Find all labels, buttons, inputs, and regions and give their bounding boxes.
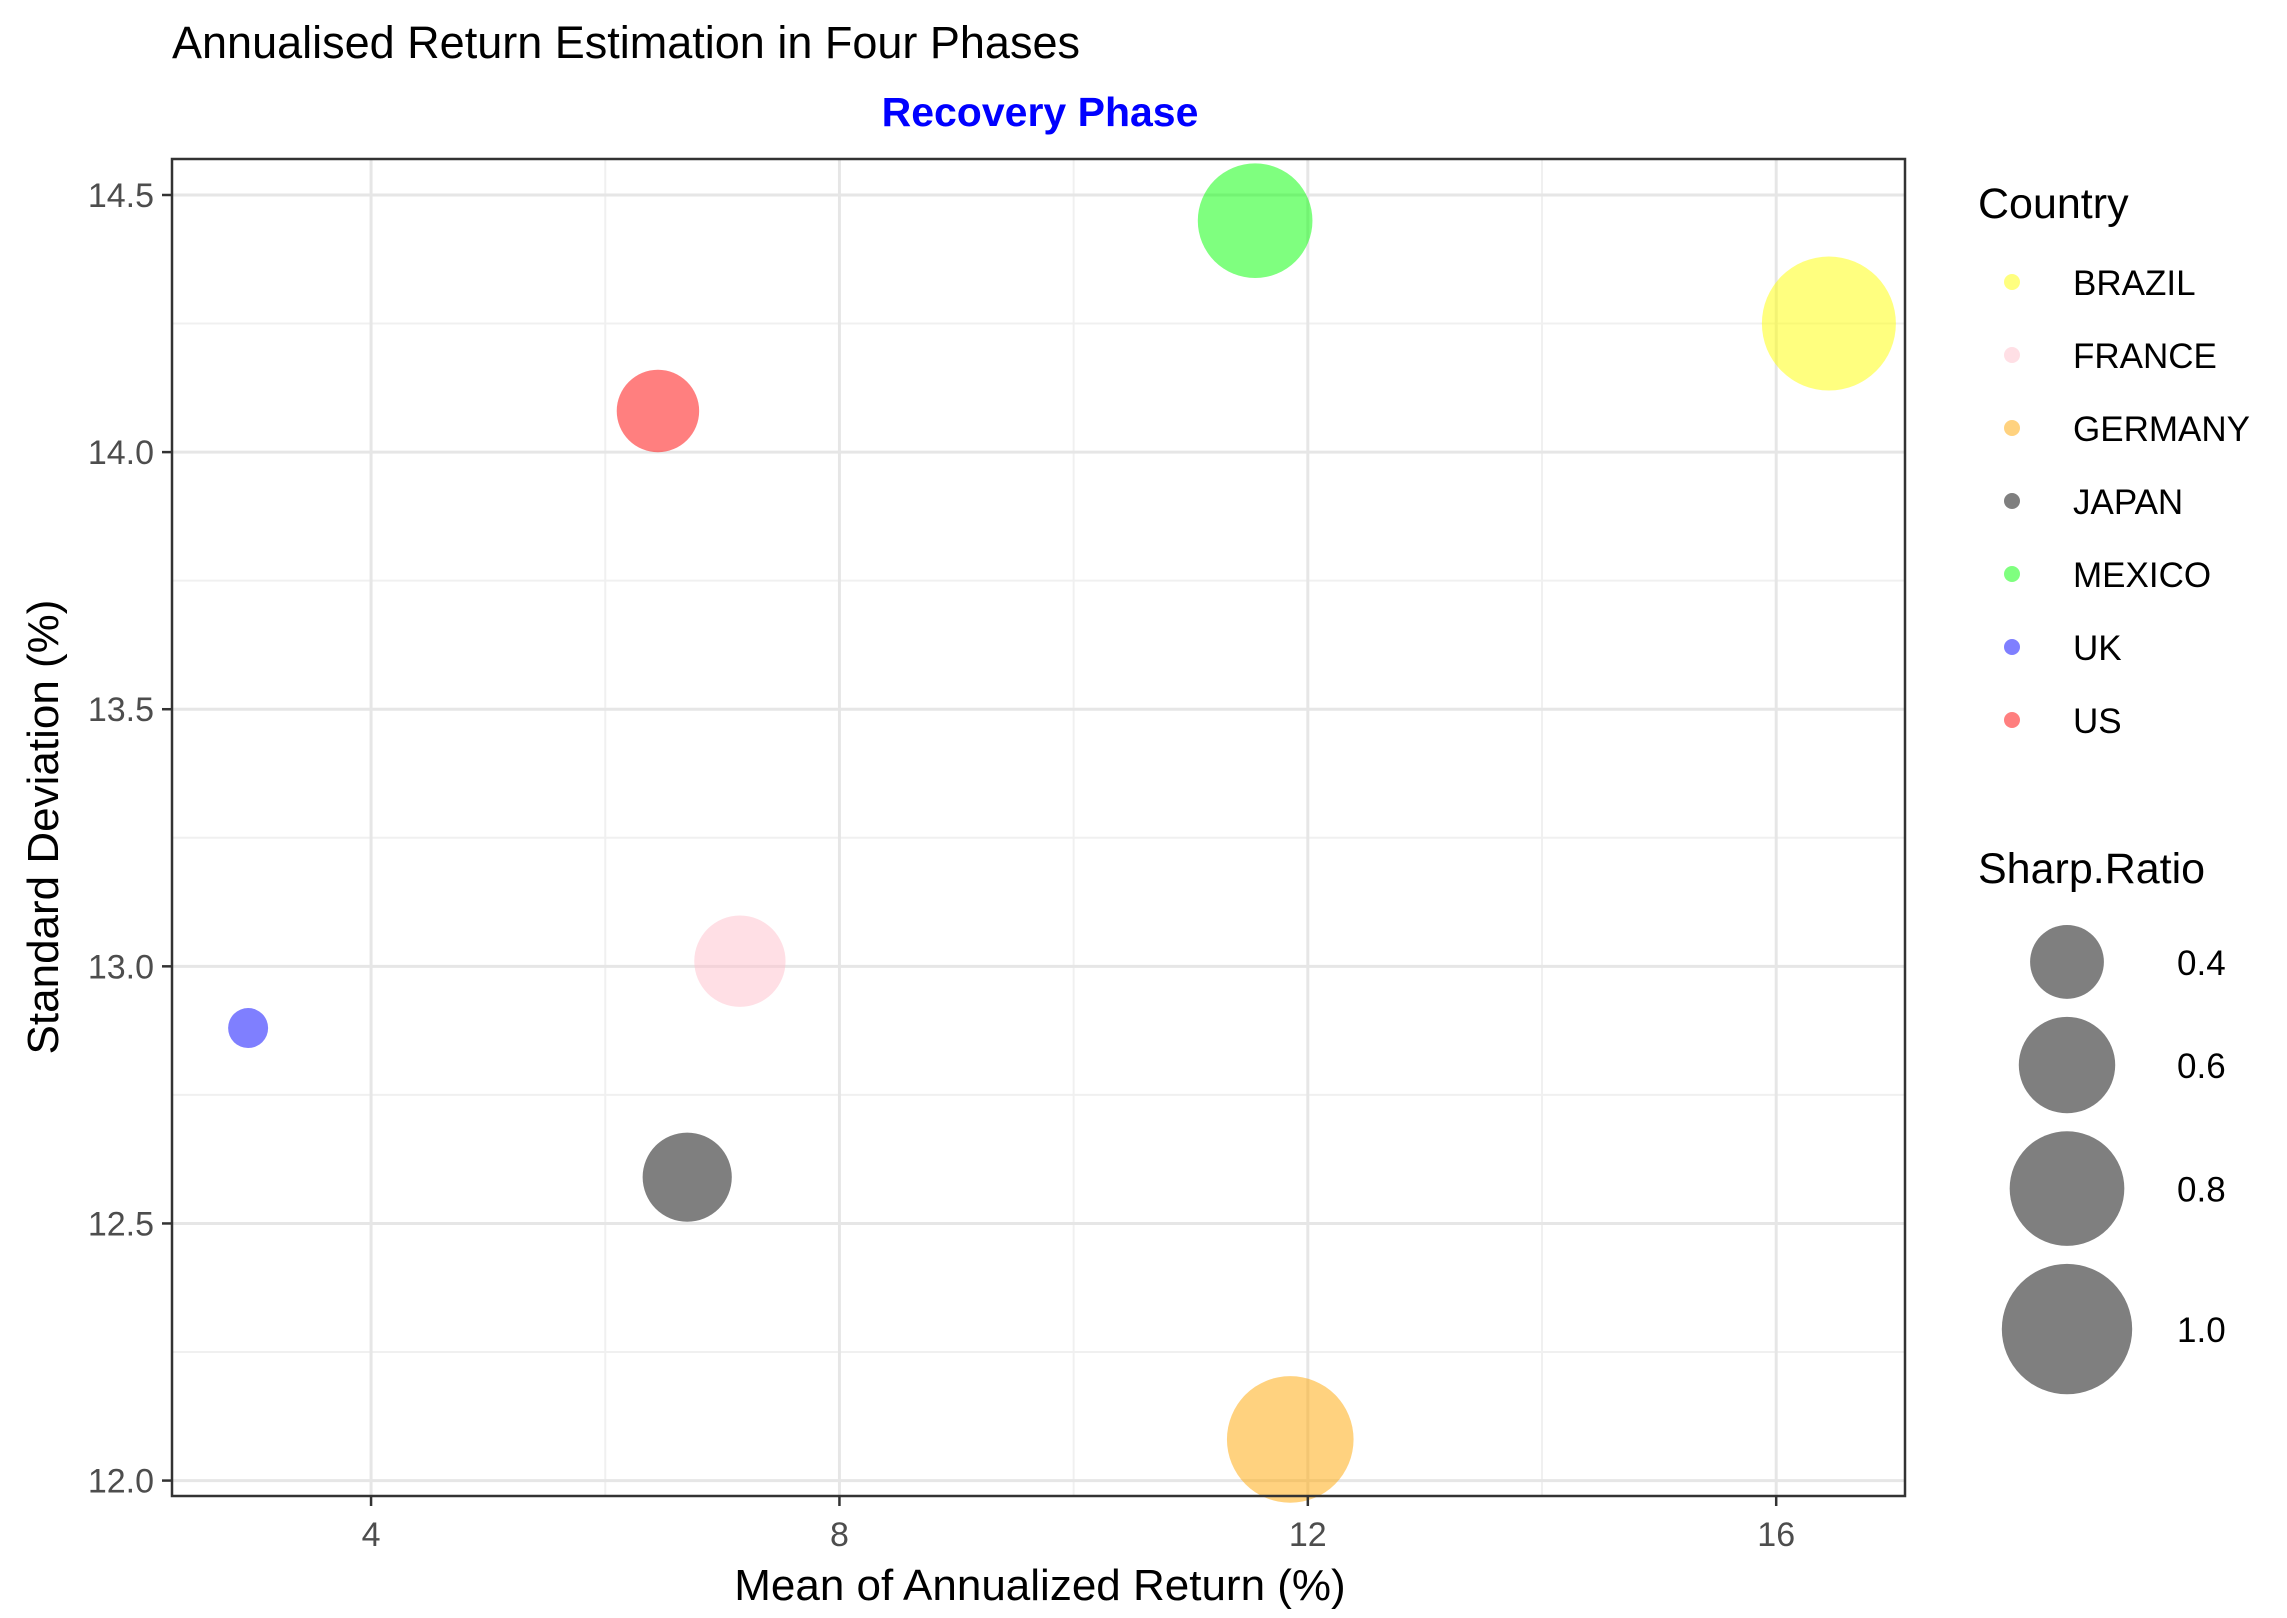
plot-panel: 4 8 12 16 12.0 12.5 13.0 13.5 14.0 14.5: [88, 157, 1907, 1554]
y-tick-label: 14.0: [88, 434, 154, 472]
legend-label-brazil: BRAZIL: [2073, 264, 2196, 303]
x-axis-title: Mean of Annualized Return (%): [734, 1561, 1345, 1610]
data-point-mexico: [1197, 163, 1313, 279]
size-legend-key: [2001, 1263, 2133, 1395]
legend: Country BRAZIL FRANCE GERMANY JAPAN MEXICO UK…: [1978, 180, 2250, 1395]
size-legend-label: 0.4: [2177, 944, 2226, 983]
y-tick-label: 13.0: [88, 948, 154, 986]
legend-label-germany: GERMANY: [2073, 410, 2250, 449]
size-legend-label: 0.6: [2177, 1047, 2226, 1086]
legend-key-us: [2004, 712, 2020, 728]
size-legend-key: [2009, 1131, 2125, 1246]
size-legend-key: [2018, 1016, 2116, 1114]
legend-label-japan: JAPAN: [2073, 483, 2183, 522]
legend-label-us: US: [2073, 702, 2122, 741]
size-legend-label: 1.0: [2177, 1311, 2226, 1350]
legend-key-uk: [2004, 639, 2020, 655]
y-axis-title: Standard Deviation (%): [19, 600, 68, 1055]
y-tick-label: 14.5: [88, 177, 154, 215]
data-point-japan: [642, 1132, 732, 1222]
y-tick-label: 13.5: [88, 691, 154, 729]
legend-label-france: FRANCE: [2073, 337, 2217, 376]
y-tick-label: 12.0: [88, 1463, 154, 1501]
legend-key-germany: [2004, 420, 2020, 436]
legend-key-brazil: [2004, 274, 2020, 290]
legend-label-uk: UK: [2073, 629, 2122, 668]
panel-border: [170, 157, 1907, 1498]
legend-key-japan: [2004, 493, 2020, 509]
x-tick-label: 8: [830, 1516, 849, 1554]
x-tick-label: 12: [1289, 1516, 1327, 1554]
legend-title-sharpe-ratio: Sharp.Ratio: [1978, 845, 2205, 893]
size-legend-label: 0.8: [2177, 1171, 2226, 1210]
data-point-us: [616, 369, 700, 453]
size-legend-key: [2030, 925, 2104, 999]
y-tick-label: 12.5: [88, 1205, 154, 1243]
panel-background: [172, 159, 1905, 1496]
chart-title: Annualised Return Estimation in Four Pha…: [172, 17, 1080, 68]
legend-label-mexico: MEXICO: [2073, 556, 2211, 595]
x-tick-label: 16: [1757, 1516, 1795, 1554]
legend-title-country: Country: [1978, 180, 2129, 228]
data-point-germany: [1226, 1376, 1354, 1503]
x-tick-label: 4: [362, 1516, 381, 1554]
legend-key-mexico: [2004, 566, 2020, 582]
data-point-brazil: [1761, 256, 1896, 391]
data-point-uk: [228, 1008, 269, 1049]
chart-subtitle: Recovery Phase: [882, 89, 1199, 135]
data-point-france: [694, 915, 786, 1007]
legend-key-france: [2004, 347, 2020, 363]
